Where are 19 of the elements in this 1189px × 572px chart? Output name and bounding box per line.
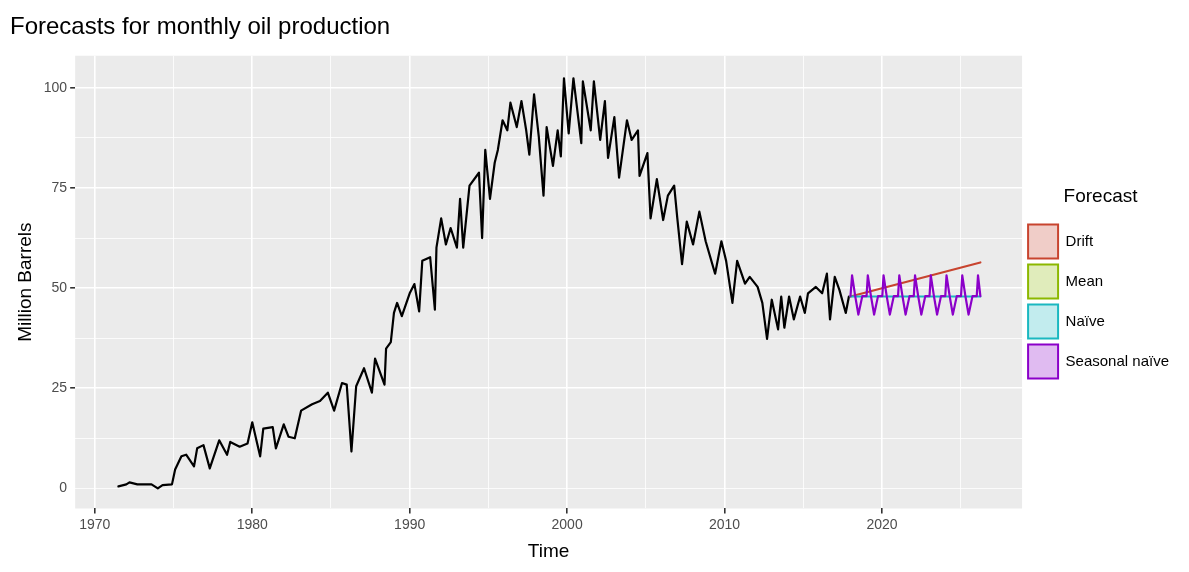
x-tick-label: 2000 (551, 515, 583, 532)
y-tick-label: 100 (43, 78, 68, 95)
x-tick-label: 1990 (394, 515, 426, 532)
x-tick-label: 1980 (236, 515, 269, 532)
legend-label: Naïve (1065, 311, 1105, 329)
y-tick-label: 25 (51, 379, 68, 396)
y-tick-label: 50 (51, 278, 68, 295)
legend-label: Seasonal naïve (1065, 351, 1170, 369)
y-tick-label: 0 (59, 479, 68, 496)
legend-label: Drift (1065, 231, 1094, 249)
legend-label: Mean (1065, 271, 1104, 289)
y-tick-label: 75 (51, 178, 68, 195)
x-tick-label: 1970 (79, 515, 111, 532)
y-axis-title: Million Barrels (13, 222, 35, 342)
x-tick-label: 2020 (866, 515, 898, 532)
legend-title: Forecast (1063, 185, 1139, 207)
chart-title: Forecasts for monthly oil production (10, 12, 391, 40)
x-axis-title: Time (527, 539, 570, 561)
x-tick-label: 2010 (708, 515, 741, 532)
